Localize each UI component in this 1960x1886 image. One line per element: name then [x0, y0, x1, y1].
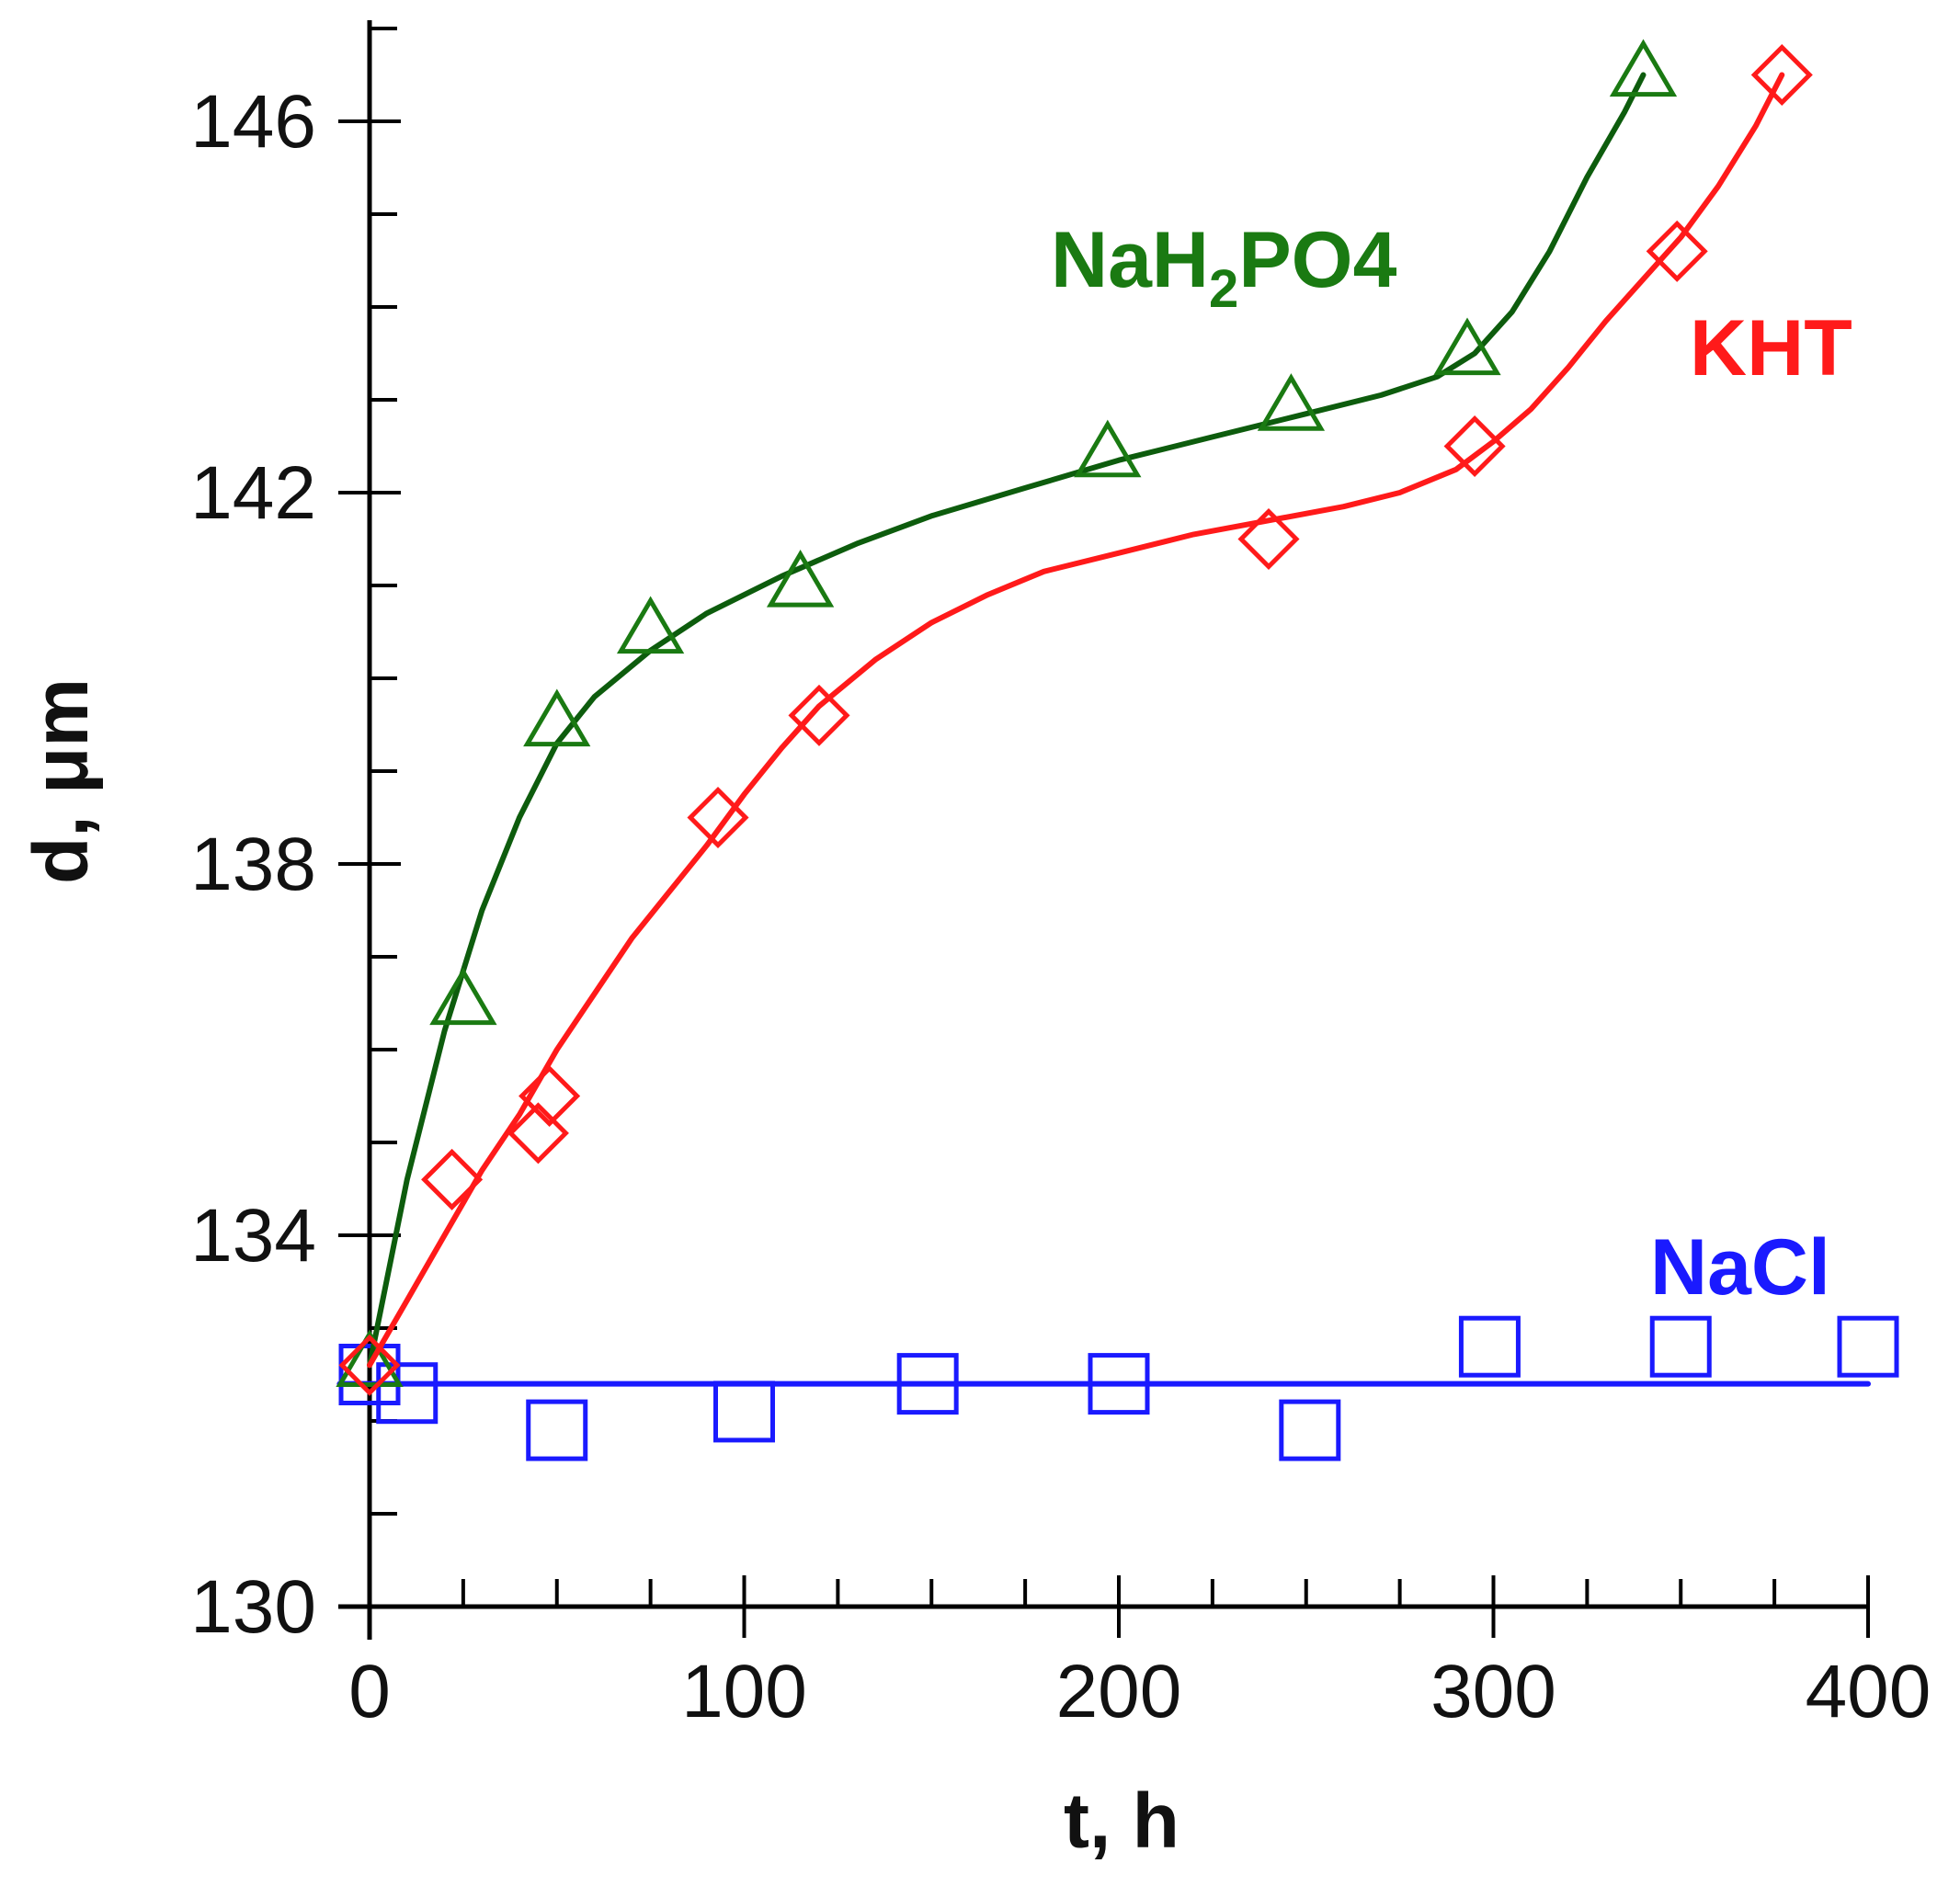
data-point-kht	[421, 1148, 484, 1210]
data-point-nacl	[1837, 1315, 1899, 1378]
data-point-nacl	[1088, 1353, 1150, 1415]
y-axis-title: d, μm	[17, 678, 104, 884]
data-point-nacl	[1649, 1315, 1712, 1378]
x-axis-title: t, h	[1064, 1778, 1179, 1864]
y-tick-label: 134	[190, 1194, 316, 1278]
y-axis-ticks: 130 134 138 142 146	[190, 27, 401, 1649]
data-point-nacl	[1458, 1315, 1521, 1378]
series-nah2po4	[336, 39, 1678, 1387]
series-label-nah2po4-rest: PO4	[1238, 216, 1396, 304]
data-point-nah2po4	[429, 967, 497, 1026]
x-axis-ticks: 0 100 200 300 400	[348, 1575, 1931, 1733]
data-point-kht	[518, 1064, 581, 1128]
y-tick-label: 146	[190, 80, 316, 164]
data-point-kht	[507, 1102, 569, 1165]
x-tick-label: 0	[348, 1650, 391, 1733]
data-point-kht	[788, 684, 850, 746]
series-label-nah2po4: NaH2PO4	[1051, 216, 1397, 319]
data-point-kht	[1237, 507, 1300, 571]
data-point-kht	[1750, 43, 1813, 107]
series-layer	[336, 39, 1899, 1461]
series-label-kht: KHT	[1690, 304, 1852, 392]
data-point-nah2po4	[336, 1329, 404, 1387]
data-point-nah2po4	[766, 550, 835, 608]
series-label-nah2po4-main: NaH	[1051, 216, 1209, 304]
data-point-nah2po4	[523, 688, 591, 747]
data-point-nacl	[338, 1344, 401, 1405]
data-point-nah2po4	[1609, 39, 1678, 97]
data-point-nacl	[713, 1380, 775, 1443]
y-tick-label: 142	[190, 451, 316, 535]
series-kht	[338, 43, 1813, 1396]
axes: 130 134 138 142 146 0 100 200 300 400	[190, 20, 1931, 1733]
data-point-nacl	[376, 1362, 439, 1425]
data-point-nah2po4	[1074, 419, 1142, 478]
series-nacl	[336, 1315, 1899, 1461]
series-label-nacl: NaCl	[1650, 1223, 1830, 1312]
fit-line-nah2po4	[367, 72, 1647, 1369]
data-point-nacl	[526, 1399, 588, 1461]
y-tick-label: 130	[190, 1565, 316, 1649]
x-tick-label: 100	[681, 1650, 807, 1733]
data-point-kht	[1646, 220, 1708, 282]
data-point-nah2po4	[1433, 317, 1501, 376]
data-point-nacl	[1279, 1399, 1341, 1461]
x-tick-label: 400	[1806, 1650, 1932, 1733]
x-tick-label: 200	[1056, 1650, 1182, 1733]
fit-line-kht	[367, 72, 1785, 1369]
data-point-nah2po4	[1257, 373, 1326, 431]
data-point-kht	[1443, 415, 1506, 478]
series-label-nah2po4-sub: 2	[1209, 259, 1238, 319]
data-point-kht	[338, 1334, 401, 1396]
data-point-nah2po4	[616, 596, 685, 654]
data-point-kht	[687, 786, 749, 849]
x-tick-label: 300	[1430, 1650, 1556, 1733]
data-point-nacl	[896, 1353, 959, 1415]
y-tick-label: 138	[190, 823, 316, 906]
